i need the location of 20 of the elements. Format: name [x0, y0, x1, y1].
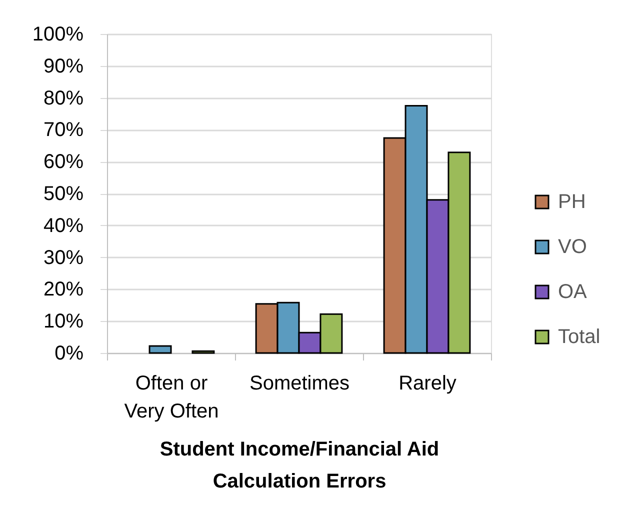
bar [148, 345, 172, 354]
y-tick-label: 60% [43, 151, 84, 174]
y-tick-label: 70% [43, 119, 84, 142]
x-axis-title: Student Income/Financial Aid Calculation Errors [160, 438, 440, 492]
legend-label: VO [558, 236, 587, 258]
y-tick-label: 90% [43, 55, 84, 78]
legend-label: OA [558, 281, 588, 303]
y-tick-label: 80% [43, 87, 84, 110]
x-tick-label: Often or Very Often [124, 372, 219, 422]
y-tick-label: 10% [43, 310, 84, 333]
y-tick-label: 100% [32, 24, 84, 46]
y-tick-label: 0% [54, 342, 84, 364]
y-tick-label: 50% [43, 183, 84, 205]
y-tick-label: 30% [43, 246, 84, 269]
legend-label: PH [558, 191, 586, 213]
x-tick-label: Sometimes [249, 372, 350, 394]
y-tick-label: 40% [43, 214, 84, 237]
x-tick-label: Rarely [398, 372, 456, 394]
y-tick-label: 20% [43, 278, 84, 301]
legend-label: Total [558, 326, 600, 348]
